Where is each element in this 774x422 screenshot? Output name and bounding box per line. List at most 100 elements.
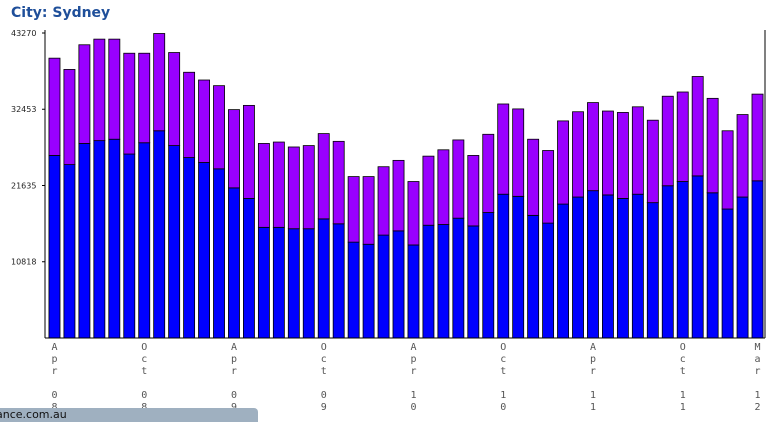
bar-upper-26	[437, 149, 450, 225]
bar-lower-8	[168, 145, 181, 339]
bar-upper-33	[542, 150, 555, 224]
bar-upper-8	[168, 52, 181, 146]
bar-upper-20	[347, 176, 360, 243]
svg-text:1: 1	[680, 402, 686, 413]
svg-text:c: c	[321, 354, 327, 365]
svg-text:A: A	[590, 342, 596, 353]
bar-upper-40	[646, 119, 659, 204]
bar-upper-43	[691, 76, 704, 177]
bar-upper-0	[48, 57, 61, 156]
bar-upper-29	[482, 133, 495, 213]
bar-lower-28	[467, 225, 480, 339]
svg-text:M: M	[755, 342, 761, 353]
y-tick-label-0: 10818	[11, 258, 36, 267]
svg-text:p: p	[51, 354, 57, 365]
bar-upper-14	[257, 143, 270, 228]
bar-upper-46	[736, 114, 749, 198]
bar-lower-5	[123, 153, 136, 339]
bar-upper-42	[676, 91, 689, 182]
bar-upper-15	[272, 141, 285, 228]
svg-text:t: t	[680, 366, 686, 377]
bar-upper-19	[332, 140, 345, 225]
bar-upper-22	[377, 166, 390, 236]
svg-text:8: 8	[141, 402, 147, 413]
bar-lower-38	[616, 198, 629, 339]
svg-text:1: 1	[590, 402, 596, 413]
bar-lower-9	[183, 157, 196, 339]
svg-text:p: p	[590, 354, 596, 365]
bar-lower-0	[48, 155, 61, 339]
svg-text:c: c	[500, 354, 506, 365]
bar-lower-42	[676, 181, 689, 339]
bar-upper-47	[751, 93, 764, 182]
svg-text:O: O	[141, 342, 147, 353]
bar-upper-4	[108, 38, 121, 140]
bar-upper-3	[93, 38, 106, 142]
bar-upper-37	[602, 110, 614, 196]
bar-upper-12	[228, 109, 240, 189]
bar-upper-24	[407, 181, 420, 246]
bar-lower-6	[138, 142, 151, 339]
bar-lower-32	[527, 214, 540, 339]
bar-lower-13	[243, 198, 255, 339]
bar-upper-9	[183, 71, 196, 158]
bar-lower-25	[422, 224, 435, 339]
svg-text:0: 0	[410, 402, 416, 413]
svg-text:c: c	[141, 354, 147, 365]
svg-text:1: 1	[590, 390, 596, 401]
bar-upper-21	[362, 176, 375, 245]
svg-text:0: 0	[141, 390, 147, 401]
svg-text:p: p	[410, 354, 416, 365]
bar-lower-7	[153, 130, 166, 339]
bar-lower-44	[706, 192, 719, 339]
x-tick-label-7: Oct 11	[680, 342, 686, 413]
x-tick-label-4: Apr 10	[410, 342, 416, 413]
bar-lower-27	[452, 217, 465, 339]
bar-lower-14	[257, 226, 270, 339]
x-tick-label-2: Apr 09	[231, 342, 237, 413]
bar-lower-40	[646, 202, 659, 339]
svg-text:1: 1	[500, 390, 506, 401]
bar-upper-10	[198, 79, 210, 163]
bar-lower-1	[63, 164, 76, 339]
bar-lower-4	[108, 138, 121, 339]
svg-text:1: 1	[755, 390, 761, 401]
svg-text:r: r	[755, 366, 761, 377]
bar-upper-28	[467, 155, 480, 227]
svg-text:8: 8	[51, 402, 57, 413]
bar-lower-23	[392, 230, 405, 339]
bar-upper-18	[317, 133, 330, 220]
svg-text:1: 1	[410, 390, 416, 401]
bar-upper-7	[153, 33, 166, 132]
svg-text:O: O	[500, 342, 506, 353]
bar-upper-13	[243, 104, 255, 199]
bar-lower-46	[736, 196, 749, 339]
svg-text:9: 9	[231, 402, 237, 413]
bar-lower-22	[377, 234, 390, 339]
svg-text:9: 9	[321, 402, 327, 413]
svg-text:t: t	[321, 366, 327, 377]
bar-lower-16	[287, 228, 300, 339]
x-axis: Apr08Oct08Apr09Oct09Apr10Oct10Apr11Oct11…	[51, 342, 760, 413]
bar-lower-2	[78, 143, 91, 339]
bar-upper-25	[422, 155, 435, 226]
bar-lower-39	[631, 193, 644, 339]
svg-text:t: t	[500, 366, 506, 377]
bar-lower-47	[751, 180, 764, 339]
bar-upper-16	[287, 146, 300, 230]
svg-text:a: a	[755, 354, 761, 365]
svg-text:c: c	[680, 354, 686, 365]
svg-text:r: r	[590, 366, 596, 377]
y-axis: 10818 21635 32453 43270	[11, 29, 45, 267]
svg-text:A: A	[410, 342, 416, 353]
bar-upper-32	[527, 138, 540, 216]
bar-upper-35	[572, 111, 584, 198]
bar-lower-15	[272, 226, 285, 339]
bars	[48, 33, 764, 339]
svg-text:0: 0	[231, 390, 237, 401]
svg-text:t: t	[141, 366, 147, 377]
bar-lower-20	[347, 241, 360, 339]
bar-upper-30	[497, 103, 510, 195]
bar-lower-18	[317, 218, 330, 339]
bar-lower-11	[213, 168, 225, 339]
